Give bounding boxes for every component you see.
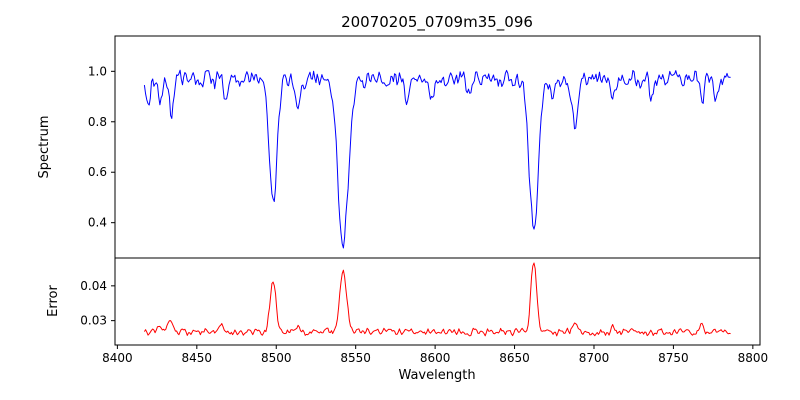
x-tick-label: 8550	[340, 351, 371, 365]
y-axis-label-error: Error	[46, 285, 61, 317]
x-tick-label: 8500	[261, 351, 292, 365]
x-tick-label: 8650	[499, 351, 530, 365]
spectrum-y-tick-label: 1.0	[88, 64, 107, 78]
spectrum-panel	[114, 35, 761, 259]
error-line	[143, 262, 731, 337]
spectrum-y-tick-label: 0.8	[88, 115, 107, 129]
error-y-tick-label: 0.03	[80, 314, 107, 328]
spectrum-y-tick-label: 0.6	[88, 165, 107, 179]
y-axis-label-spectrum: Spectrum	[37, 116, 52, 179]
x-tick-label: 8700	[579, 351, 610, 365]
ticks-group: 0.4 0.6 0.8 1.0 0.03 0.04 8400 8450 8500 8550 8600…	[80, 64, 768, 365]
x-axis-label: Wavelength	[398, 368, 475, 383]
x-tick-label: 8750	[658, 351, 689, 365]
error-y-tick-label: 0.04	[80, 279, 107, 293]
spectrum-line	[143, 69, 731, 249]
error-panel	[114, 257, 761, 346]
x-tick-label: 8800	[738, 351, 769, 365]
x-tick-label: 8400	[102, 351, 133, 365]
spectrum-y-tick-label: 0.4	[88, 216, 107, 230]
x-tick-label: 8600	[420, 351, 451, 365]
chart-title: 20070205_0709m35_096	[341, 13, 533, 32]
data-lines-group	[143, 69, 731, 337]
x-tick-label: 8450	[182, 351, 213, 365]
